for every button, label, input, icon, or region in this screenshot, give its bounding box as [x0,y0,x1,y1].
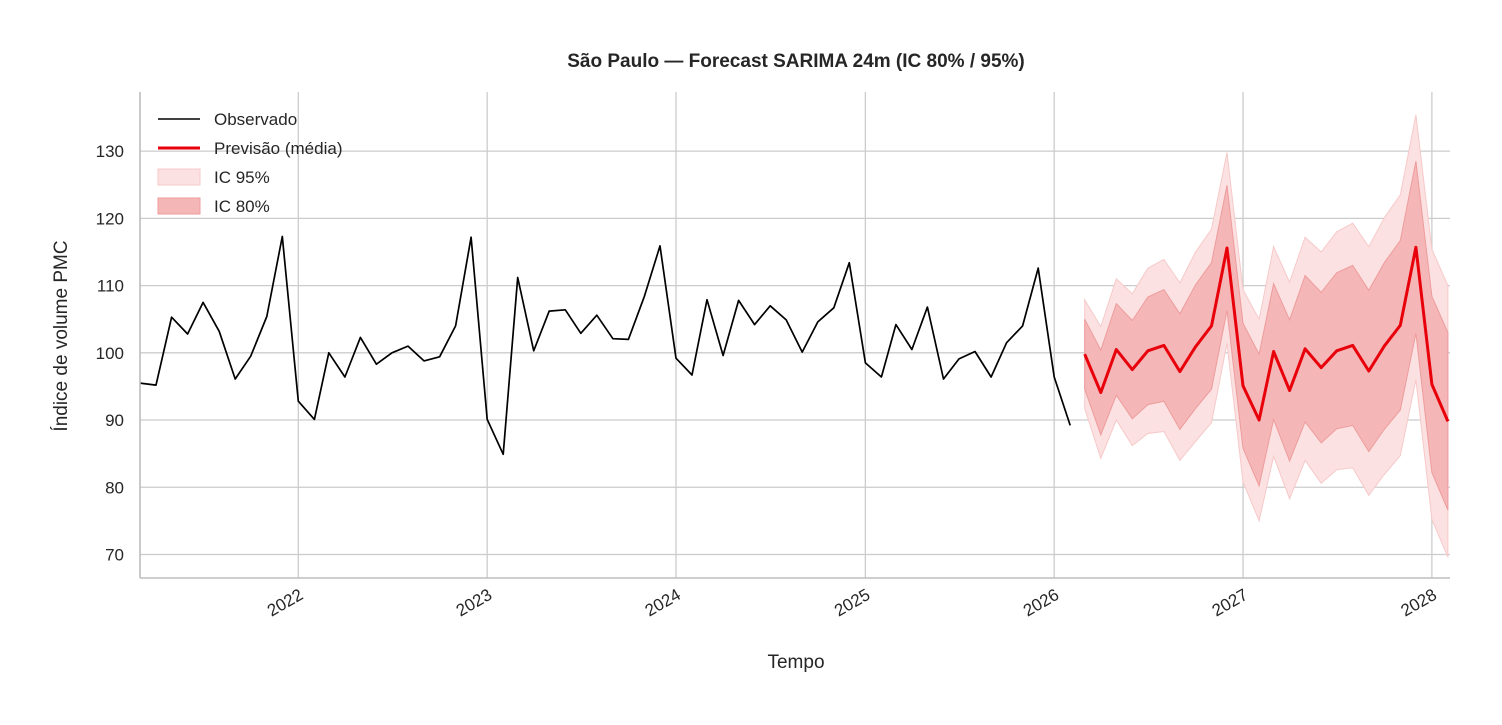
legend-swatch-ci95 [157,168,201,186]
x-tick-label: 2027 [1209,585,1251,620]
x-tick-label: 2022 [264,585,306,620]
x-tick-label: 2024 [642,585,684,620]
x-tick-label: 2023 [453,585,495,620]
ci80-band [1084,161,1449,511]
tick-labels: 70 80 90 100 110 120 130 2022 2023 2024 2025 2026 20… [96,142,1440,620]
x-tick-label: 2026 [1020,585,1062,620]
forecast-line [1083,245,1450,422]
chart-title: São Paulo — Forecast SARIMA 24m (IC 80% … [567,51,1025,72]
y-tick-label: 130 [96,142,124,161]
series-lines [140,235,1450,456]
y-tick-label: 90 [105,411,124,430]
confidence-bands [1084,114,1449,558]
axes [139,92,1450,579]
y-tick-label: 70 [105,545,124,564]
y-tick-label: 80 [105,478,124,497]
x-tick-label: 2028 [1398,585,1440,620]
y-axis-label: Índice de volume PMC [51,240,72,431]
legend: Observado Previsão (média) IC 95% IC 80% [157,110,343,216]
legend-swatch-ci80 [157,197,201,215]
observed-line [140,235,1072,456]
y-tick-label: 110 [97,277,124,296]
legend-label-ci80: IC 80% [214,197,270,216]
y-tick-label: 100 [96,344,124,363]
legend-label-observed: Observado [214,110,297,129]
y-tick-label: 120 [96,209,124,228]
x-axis-label: Tempo [767,652,824,673]
x-tick-label: 2025 [831,585,873,620]
legend-label-forecast: Previsão (média) [214,139,343,158]
legend-label-ci95: IC 95% [214,168,270,187]
